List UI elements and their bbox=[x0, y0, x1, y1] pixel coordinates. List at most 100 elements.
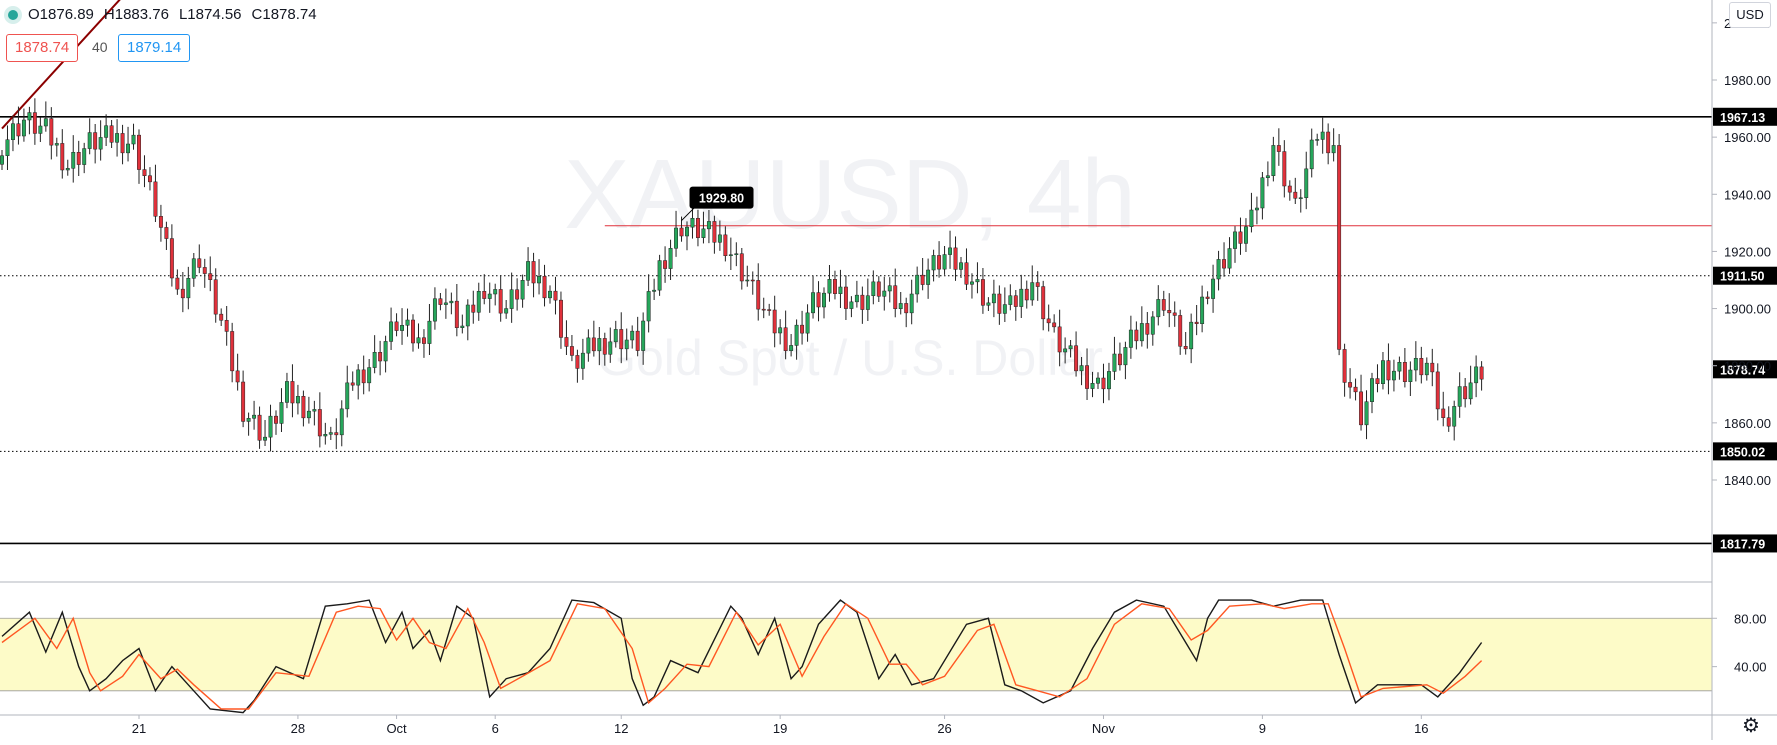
candle-body bbox=[624, 339, 629, 350]
bullish-candle bbox=[356, 364, 361, 400]
bearish-candle bbox=[1353, 378, 1358, 401]
candle-body bbox=[1008, 295, 1013, 305]
candle-body bbox=[1391, 370, 1396, 381]
bullish-candle bbox=[1254, 196, 1259, 225]
candle-body bbox=[871, 281, 876, 296]
candle-body bbox=[252, 414, 257, 419]
candle-body bbox=[54, 143, 59, 146]
bearish-candle bbox=[471, 290, 476, 324]
bullish-candle bbox=[734, 242, 739, 267]
bullish-candle bbox=[1244, 218, 1248, 252]
bullish-candle bbox=[1381, 352, 1385, 390]
bearish-candle bbox=[542, 264, 547, 307]
candle-body bbox=[1194, 321, 1199, 324]
candle-body bbox=[301, 396, 306, 419]
candle-body bbox=[416, 337, 421, 344]
bullish-candle bbox=[1260, 172, 1265, 220]
time-axis[interactable]: 21 28 Oct 6 12 19 26 Nov 9 16 bbox=[132, 715, 1429, 736]
candle-body bbox=[1254, 207, 1259, 211]
bearish-candle bbox=[1276, 128, 1281, 166]
annotation-pointer bbox=[681, 206, 696, 221]
candle-body bbox=[1167, 310, 1172, 314]
bearish-candle bbox=[208, 256, 213, 292]
price-tick-label: 1860.00 bbox=[1724, 416, 1771, 431]
price-tick-label: 1840.00 bbox=[1724, 473, 1771, 488]
bearish-candle bbox=[169, 224, 174, 287]
bullish-candle bbox=[811, 275, 815, 319]
bearish-candle bbox=[109, 120, 114, 148]
stochastic-d-line bbox=[1, 602, 1483, 710]
candle-body bbox=[180, 288, 185, 299]
candle-body bbox=[487, 293, 492, 299]
candle-body bbox=[1035, 282, 1040, 287]
bearish-candle bbox=[696, 209, 700, 247]
bullish-candle bbox=[306, 396, 311, 424]
candle-body bbox=[1276, 145, 1281, 152]
candle-body bbox=[49, 118, 54, 146]
candle-body bbox=[367, 367, 372, 384]
candle-body bbox=[1424, 362, 1429, 376]
buy-price-button[interactable]: 1879.14 bbox=[118, 34, 191, 62]
candle-body bbox=[394, 321, 399, 331]
candle-body bbox=[811, 292, 815, 314]
candle-body bbox=[60, 143, 65, 171]
bearish-candle bbox=[1145, 312, 1150, 349]
bearish-candle bbox=[1326, 123, 1331, 165]
candle-body bbox=[1337, 145, 1342, 350]
settings-gear-icon[interactable]: ⚙ bbox=[1742, 715, 1760, 737]
sell-price-button[interactable]: 1878.74 bbox=[6, 34, 79, 62]
candle-body bbox=[115, 133, 120, 143]
bullish-candle bbox=[580, 338, 585, 380]
candle-body bbox=[1216, 259, 1221, 280]
bullish-candle bbox=[115, 119, 120, 157]
bearish-candle bbox=[230, 322, 235, 383]
bearish-candle bbox=[1402, 348, 1407, 388]
bullish-candle bbox=[465, 299, 470, 341]
bullish-candle bbox=[1112, 336, 1117, 380]
candle-body bbox=[328, 432, 333, 435]
bearish-candle bbox=[937, 241, 942, 278]
bullish-candle bbox=[1227, 237, 1232, 274]
bullish-candle bbox=[745, 265, 750, 287]
candle-body bbox=[1189, 321, 1194, 350]
bearish-candle bbox=[164, 221, 169, 250]
bullish-candle bbox=[1128, 315, 1133, 359]
bearish-candle bbox=[350, 371, 355, 391]
candle-body bbox=[602, 338, 607, 355]
bullish-candle bbox=[82, 142, 87, 174]
bearish-candle bbox=[564, 320, 569, 355]
bearish-candle bbox=[619, 312, 624, 364]
bullish-candle bbox=[915, 266, 920, 303]
horizontal-levels[interactable]: 1967.13 1911.50 1850.02 1817.79 1878.74 bbox=[0, 107, 1777, 553]
bullish-candle bbox=[1211, 264, 1216, 313]
bearish-candle bbox=[1238, 217, 1243, 255]
bullish-candle bbox=[65, 159, 70, 176]
candle-body bbox=[98, 137, 103, 150]
candle-body bbox=[849, 301, 854, 309]
bearish-candle bbox=[482, 274, 487, 305]
candle-body bbox=[838, 286, 843, 294]
currency-button[interactable]: USD bbox=[1729, 2, 1771, 28]
candle-body bbox=[32, 112, 37, 134]
candle-body bbox=[734, 253, 739, 255]
bearish-candle bbox=[142, 155, 147, 188]
bearish-candle bbox=[1435, 363, 1440, 421]
bearish-candle bbox=[202, 258, 207, 288]
bullish-candle bbox=[1123, 341, 1128, 380]
bullish-candle bbox=[493, 283, 498, 306]
bullish-candle bbox=[405, 308, 410, 337]
bearish-candle bbox=[197, 244, 202, 274]
candle-body bbox=[1304, 168, 1309, 198]
candle-body bbox=[493, 289, 498, 295]
price-annotation[interactable]: 1929.80 bbox=[681, 186, 754, 221]
bullish-candle bbox=[1233, 226, 1237, 263]
candle-body bbox=[158, 216, 163, 228]
bearish-candle bbox=[1205, 291, 1210, 305]
bearish-candle bbox=[1430, 348, 1435, 387]
bullish-candle bbox=[1309, 128, 1314, 178]
candle-body bbox=[443, 302, 448, 305]
time-tick-label: 21 bbox=[132, 721, 146, 736]
